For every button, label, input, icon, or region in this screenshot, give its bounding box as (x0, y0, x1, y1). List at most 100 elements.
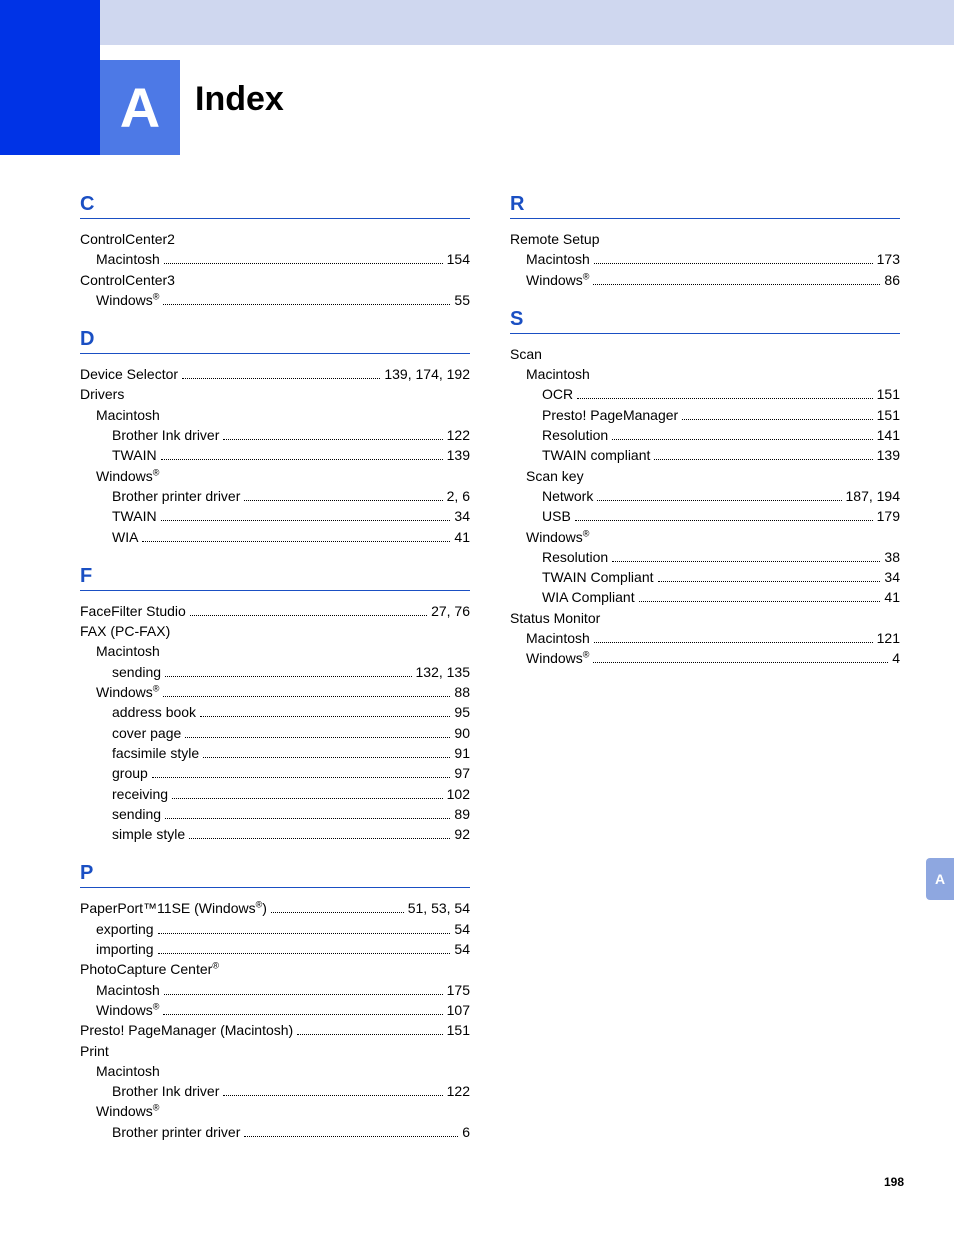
index-entry-pages[interactable]: 151 (877, 405, 900, 425)
index-entry: Windows®107 (80, 1000, 470, 1020)
section-letter: F (80, 565, 470, 591)
index-entry-label: Device Selector (80, 364, 178, 384)
leader-dots (223, 439, 442, 440)
leader-dots (163, 304, 450, 305)
index-column-left: CControlCenter2Macintosh154ControlCenter… (80, 175, 470, 1142)
index-entry-pages[interactable]: 92 (454, 824, 470, 844)
index-entry-pages[interactable]: 41 (454, 527, 470, 547)
index-entry-label: Resolution (542, 547, 608, 567)
index-entry-pages[interactable]: 97 (454, 763, 470, 783)
index-entry: cover page90 (80, 723, 470, 743)
index-entry-label: exporting (96, 919, 154, 939)
index-entry-label: TWAIN compliant (542, 445, 650, 465)
index-entry: TWAIN compliant 139 (510, 445, 900, 465)
index-entry-pages[interactable]: 38 (884, 547, 900, 567)
index-entry-pages[interactable]: 27, 76 (431, 601, 470, 621)
index-entry-label: sending (112, 804, 161, 824)
index-entry-label: Windows® (96, 290, 159, 310)
leader-dots (203, 757, 450, 758)
index-entry-label: Macintosh (96, 405, 160, 425)
index-entry-pages[interactable]: 51, 53, 54 (408, 898, 470, 918)
index-entry-pages[interactable]: 122 (447, 425, 470, 445)
index-entry-pages[interactable]: 4 (892, 648, 900, 668)
chapter-letter-box: A (100, 60, 180, 155)
index-entry-label: Macintosh (96, 641, 160, 661)
index-entry-pages[interactable]: 102 (447, 784, 470, 804)
index-entry-pages[interactable]: 107 (447, 1000, 470, 1020)
index-entry: facsimile style 91 (80, 743, 470, 763)
index-entry-label: Scan key (526, 466, 584, 486)
index-entry-label: Remote Setup (510, 229, 600, 249)
index-entry-pages[interactable]: 122 (447, 1081, 470, 1101)
index-entry-label: Brother printer driver (112, 486, 240, 506)
index-entry-pages[interactable]: 175 (447, 980, 470, 1000)
index-entry-pages[interactable]: 139 (447, 445, 470, 465)
index-entry: Macintosh 173 (510, 249, 900, 269)
section-letter: D (80, 328, 470, 354)
index-entry-pages[interactable]: 179 (877, 506, 900, 526)
index-entry: ControlCenter3 (80, 270, 470, 290)
index-entry: group 97 (80, 763, 470, 783)
index-entry: Drivers (80, 384, 470, 404)
index-entry-label: Macintosh (526, 364, 590, 384)
index-entry: Windows® (80, 466, 470, 486)
leader-dots (161, 459, 443, 460)
index-entry-label: TWAIN Compliant (542, 567, 654, 587)
leader-dots (658, 581, 881, 582)
index-entry: WIA Compliant41 (510, 587, 900, 607)
index-entry: Windows® (80, 1101, 470, 1121)
index-entry-label: sending (112, 662, 161, 682)
index-entry-pages[interactable]: 54 (454, 939, 470, 959)
index-entry-label: Presto! PageManager (Macintosh) (80, 1020, 293, 1040)
index-entry-label: Macintosh (526, 628, 590, 648)
index-entry-pages[interactable]: 141 (877, 425, 900, 445)
index-entry-pages[interactable]: 154 (447, 249, 470, 269)
index-entry-label: simple style (112, 824, 185, 844)
leader-dots (244, 1136, 458, 1137)
index-entry: sending 132, 135 (80, 662, 470, 682)
index-entry-pages[interactable]: 139 (877, 445, 900, 465)
leader-dots (297, 1034, 442, 1035)
thumb-tab: A (926, 858, 954, 900)
index-entry-pages[interactable]: 187, 194 (846, 486, 901, 506)
index-entry-pages[interactable]: 2, 6 (447, 486, 470, 506)
index-column-right: RRemote SetupMacintosh173Windows®86SScan… (510, 175, 900, 1142)
page-title: Index (195, 80, 284, 119)
index-entry: PhotoCapture Center® (80, 959, 470, 979)
index-entry-pages[interactable]: 55 (454, 290, 470, 310)
index-entry-pages[interactable]: 88 (454, 682, 470, 702)
index-entry: Print (80, 1041, 470, 1061)
leader-dots (152, 777, 451, 778)
index-entry-pages[interactable]: 89 (454, 804, 470, 824)
index-entry-label: Macintosh (526, 249, 590, 269)
index-entry: PaperPort™11SE (Windows®)51, 53, 54 (80, 898, 470, 918)
index-entry-pages[interactable]: 90 (454, 723, 470, 743)
index-entry-pages[interactable]: 34 (884, 567, 900, 587)
index-entry-pages[interactable]: 34 (454, 506, 470, 526)
index-entry-label: facsimile style (112, 743, 199, 763)
leader-dots (172, 798, 443, 799)
index-entry-label: group (112, 763, 148, 783)
leader-dots (200, 716, 450, 717)
index-entry-pages[interactable]: 121 (877, 628, 900, 648)
index-entry: address book95 (80, 702, 470, 722)
index-entry-pages[interactable]: 6 (462, 1122, 470, 1142)
index-entry-pages[interactable]: 86 (884, 270, 900, 290)
index-entry: Windows®4 (510, 648, 900, 668)
index-entry-label: Windows® (96, 466, 159, 486)
index-entry-label: Windows® (96, 682, 159, 702)
index-entry-pages[interactable]: 151 (877, 384, 900, 404)
index-entry-label: Macintosh (96, 1061, 160, 1081)
index-entry-pages[interactable]: 54 (454, 919, 470, 939)
index-entry-label: Windows® (526, 527, 589, 547)
index-entry-pages[interactable]: 95 (454, 702, 470, 722)
index-entry-pages[interactable]: 139, 174, 192 (384, 364, 470, 384)
index-entry-pages[interactable]: 91 (454, 743, 470, 763)
index-entry-pages[interactable]: 41 (884, 587, 900, 607)
index-entry-pages[interactable]: 132, 135 (416, 662, 471, 682)
index-entry-pages[interactable]: 151 (447, 1020, 470, 1040)
section-letter: S (510, 308, 900, 334)
index-entry: Macintosh (80, 1061, 470, 1081)
index-entry: Presto! PageManager (Macintosh) 151 (80, 1020, 470, 1040)
index-entry-pages[interactable]: 173 (877, 249, 900, 269)
